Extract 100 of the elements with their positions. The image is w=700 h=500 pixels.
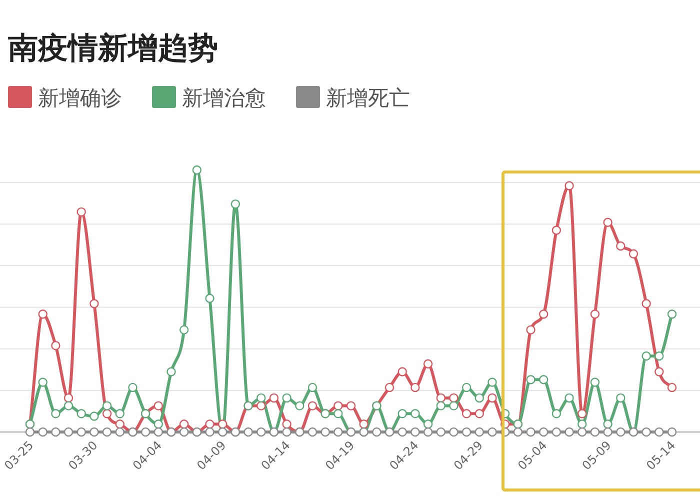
point — [308, 427, 318, 437]
point — [436, 393, 446, 403]
point — [154, 420, 163, 429]
point — [320, 427, 330, 437]
point — [590, 378, 600, 387]
point — [269, 393, 279, 403]
point — [359, 420, 368, 429]
point — [513, 427, 523, 437]
point — [654, 367, 664, 376]
point — [526, 427, 536, 437]
point — [526, 375, 536, 384]
point — [410, 382, 420, 392]
point — [244, 427, 253, 437]
legend-label: 新增死亡 — [326, 86, 410, 110]
point — [449, 393, 458, 403]
point — [410, 427, 420, 437]
point — [154, 427, 163, 437]
point — [179, 325, 189, 334]
point — [628, 249, 638, 258]
point — [552, 409, 562, 418]
point — [603, 420, 612, 429]
point — [334, 427, 343, 437]
point — [488, 393, 497, 403]
point — [667, 427, 677, 437]
point — [230, 199, 240, 209]
point — [128, 382, 138, 392]
point — [51, 427, 60, 437]
point — [334, 409, 343, 418]
point — [552, 226, 562, 235]
point — [192, 165, 202, 175]
point — [76, 409, 86, 418]
point — [578, 420, 587, 429]
point — [564, 427, 574, 437]
point — [423, 359, 433, 368]
point — [179, 427, 189, 437]
point — [256, 393, 266, 403]
legend-label: 新增治愈 — [182, 86, 266, 110]
point — [282, 427, 292, 437]
point — [115, 427, 124, 437]
point — [398, 427, 407, 437]
point — [90, 412, 99, 421]
point — [564, 393, 574, 403]
point — [179, 420, 189, 429]
point — [616, 241, 626, 251]
point — [256, 401, 266, 410]
point — [38, 310, 48, 319]
point — [410, 409, 420, 418]
point — [76, 427, 86, 437]
point — [603, 427, 612, 437]
point — [115, 420, 124, 429]
point — [38, 378, 48, 387]
point — [590, 427, 600, 437]
point — [205, 420, 214, 429]
point — [578, 409, 587, 418]
point — [218, 420, 228, 429]
point — [423, 420, 433, 429]
point — [539, 375, 548, 384]
point — [603, 218, 612, 227]
point — [539, 427, 548, 437]
point — [256, 427, 266, 437]
point — [282, 420, 292, 429]
point — [423, 427, 433, 437]
point — [526, 325, 536, 334]
point — [474, 393, 484, 403]
point — [642, 427, 651, 437]
point — [51, 340, 60, 350]
point — [64, 393, 74, 403]
point — [488, 378, 497, 387]
point — [462, 382, 472, 392]
point — [552, 427, 562, 437]
point — [372, 427, 382, 437]
point — [205, 294, 214, 303]
point — [398, 367, 407, 376]
point — [334, 401, 343, 410]
point — [449, 401, 458, 410]
point — [76, 207, 86, 217]
point — [474, 427, 484, 437]
point — [436, 401, 446, 410]
point — [590, 310, 600, 319]
point — [295, 401, 304, 410]
point — [462, 409, 472, 418]
legend-label: 新增确诊 — [38, 86, 122, 110]
point — [346, 401, 356, 410]
point — [578, 427, 587, 437]
point — [282, 393, 292, 403]
point — [308, 401, 318, 410]
point — [51, 409, 60, 418]
point — [384, 382, 394, 392]
point — [102, 427, 112, 437]
point — [115, 409, 124, 418]
point — [449, 427, 458, 437]
point — [102, 409, 112, 418]
point — [436, 427, 446, 437]
point — [154, 401, 163, 410]
point — [474, 409, 484, 418]
point — [64, 401, 74, 410]
point — [140, 427, 150, 437]
point — [667, 382, 677, 392]
point — [308, 382, 318, 392]
point — [642, 299, 651, 308]
